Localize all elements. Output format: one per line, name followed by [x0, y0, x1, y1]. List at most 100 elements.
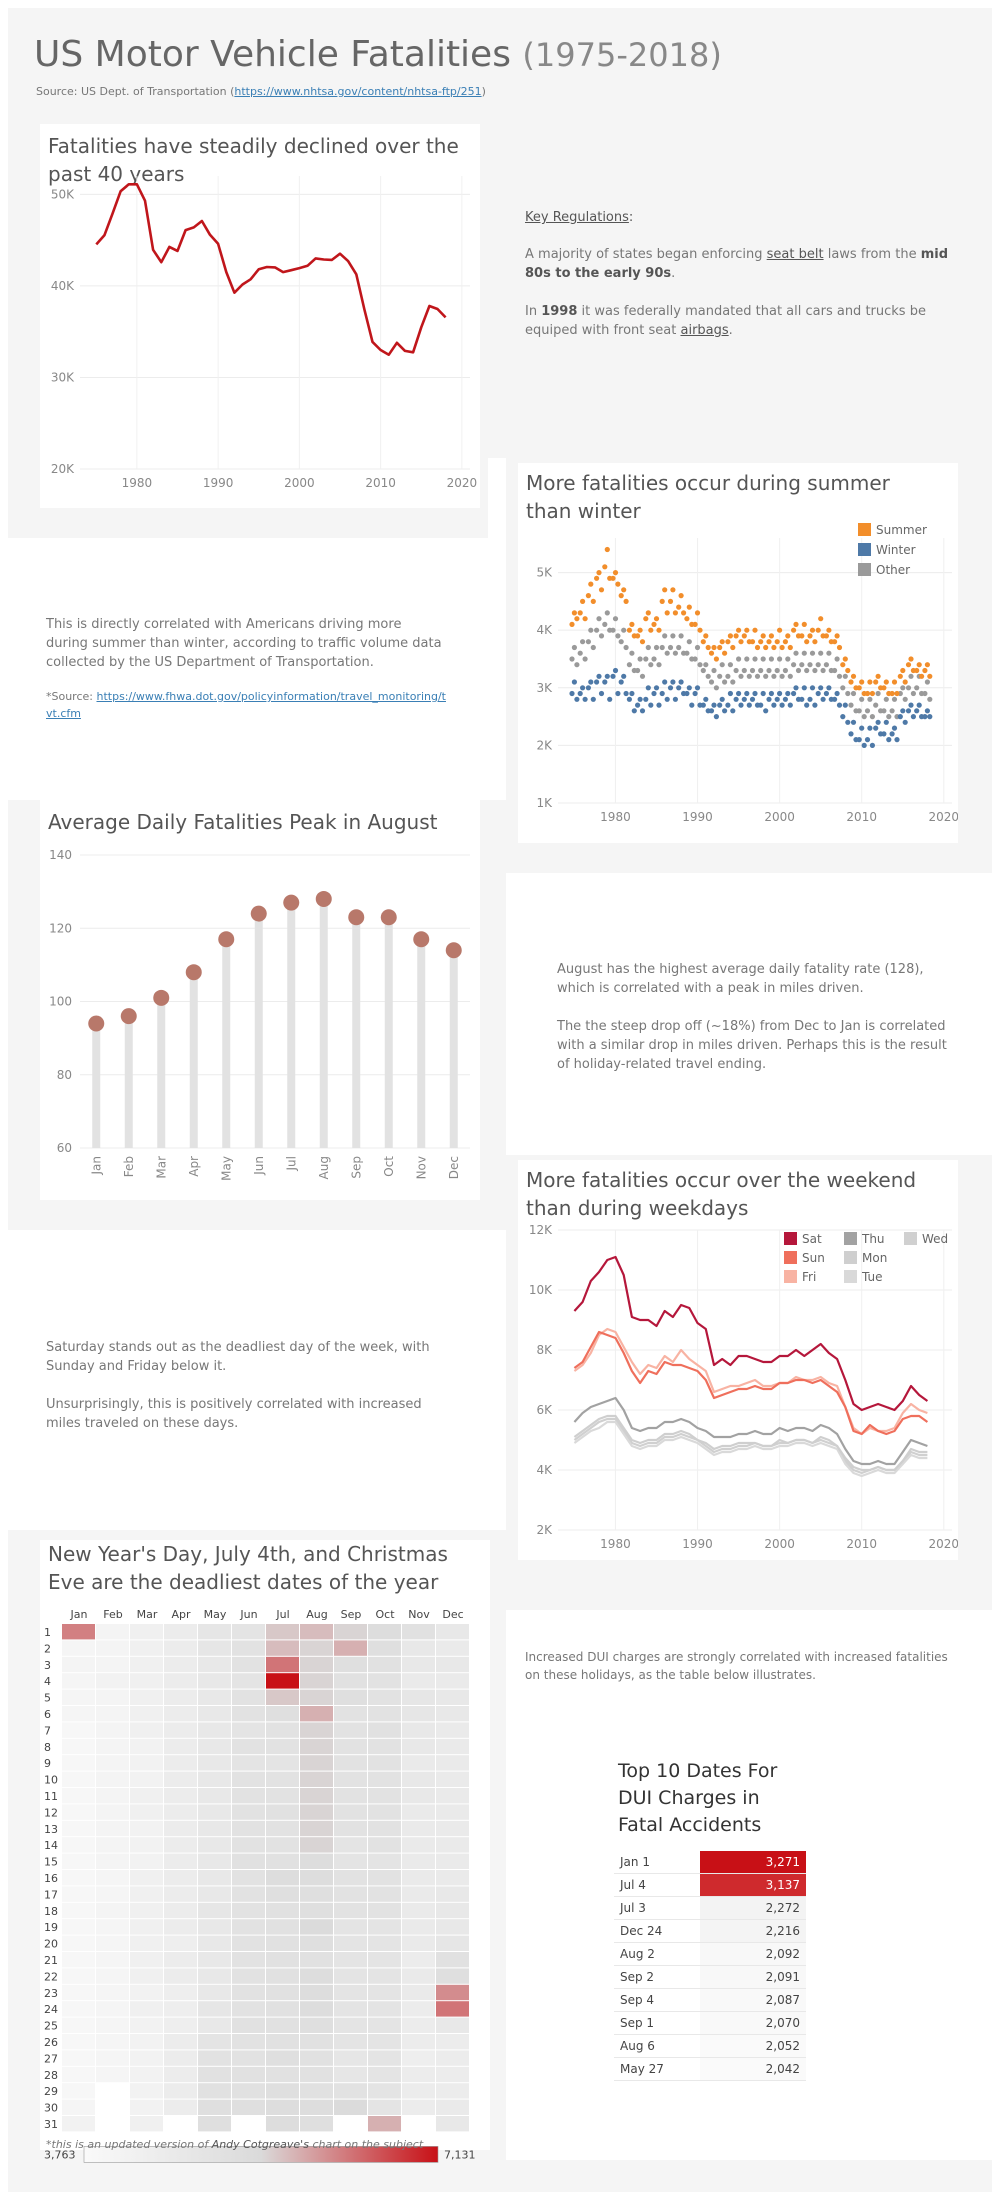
monthly-point-other — [598, 633, 605, 639]
heatmap-row-label: 21 — [44, 1954, 58, 1967]
monthly-xtick-label: 1980 — [600, 810, 631, 824]
heatmap-cell — [96, 1820, 129, 1837]
monthly-point-other — [604, 610, 610, 616]
heatmap-cell — [334, 2050, 367, 2066]
monthly-point-summer — [799, 633, 805, 639]
heatmap-cell — [266, 1870, 299, 1886]
monthly-point-summer — [686, 604, 692, 610]
monthly-point-other — [891, 696, 898, 702]
heatmap-cell — [368, 2116, 401, 2132]
heatmap-cell — [62, 1624, 95, 1640]
monthly-point-winter — [897, 714, 903, 720]
heatmap-cell — [436, 1886, 469, 1902]
monthly-point-winter — [836, 702, 843, 708]
monthly-point-other — [856, 708, 862, 714]
monthly-point-winter — [713, 714, 719, 720]
heatmap-cell — [436, 1673, 469, 1689]
monthly-point-summer — [659, 598, 665, 604]
heatmap-cell — [266, 1804, 299, 1820]
monthly-point-other — [725, 673, 731, 679]
heatmap-cell — [62, 1738, 95, 1755]
monthly-point-summer — [692, 621, 698, 627]
heatmap-row-label: 8 — [44, 1741, 51, 1754]
heatmap-row-label: 23 — [44, 1987, 58, 2000]
heatmap-cell — [62, 1952, 95, 1968]
monthly-point-other — [910, 690, 916, 697]
monthly-point-winter — [867, 725, 873, 731]
monthly-point-other — [842, 673, 848, 679]
monthly-point-winter — [582, 696, 588, 702]
monthly-point-summer — [875, 673, 881, 679]
daily-stem — [287, 902, 296, 1148]
monthly-point-summer — [883, 679, 889, 685]
monthly-point-summer — [637, 627, 643, 633]
monthly-point-summer — [787, 644, 793, 651]
source-link[interactable]: https://www.nhtsa.gov/content/nhtsa-ftp/… — [234, 85, 482, 98]
monthly-point-other — [664, 650, 670, 656]
heatmap-cell — [198, 2050, 231, 2066]
heatmap-cell — [232, 1788, 265, 1804]
heatmap-cell — [232, 1689, 265, 1705]
heatmap-cell — [198, 1935, 231, 1951]
dui-table-row: Aug 2 2,092 — [614, 1942, 806, 1966]
monthly-point-winter — [670, 679, 676, 685]
heatmap-cell — [232, 1673, 265, 1689]
heatmap-cell — [300, 1886, 333, 1902]
heatmap-cell — [436, 1624, 469, 1640]
weekday-legend-swatch-fri — [784, 1270, 797, 1283]
heatmap-cell — [334, 1755, 367, 1771]
monthly-point-summer — [804, 639, 810, 645]
monthly-point-summer — [771, 644, 777, 651]
heatmap-cell — [368, 1820, 401, 1837]
heatmap-cell — [334, 1804, 367, 1820]
heatmap-cell — [232, 1853, 265, 1869]
monthly-point-winter — [717, 702, 723, 708]
monthly-point-winter — [598, 690, 605, 697]
monthly-point-winter — [574, 696, 580, 702]
monthly-point-other — [927, 696, 933, 702]
monthly-point-other — [639, 673, 646, 679]
heatmap-cell — [62, 2034, 95, 2050]
monthly-point-summer — [703, 633, 709, 639]
annual-ytick-label: 50K — [51, 187, 75, 201]
daily-ytick-label: 140 — [49, 848, 72, 862]
monthly-point-winter — [864, 737, 871, 743]
monthly-point-winter — [845, 719, 851, 725]
heatmap-cell — [62, 2099, 95, 2115]
monthly-point-winter — [607, 696, 613, 702]
heatmap-cell — [402, 1804, 435, 1820]
heatmap-cell — [198, 1804, 231, 1820]
monthly-point-winter — [869, 742, 875, 748]
summer-source-link[interactable]: https://www.fhwa.dot.gov/policyinformati… — [46, 690, 446, 720]
heatmap-cell — [130, 1968, 163, 1984]
monthly-point-other — [840, 685, 846, 691]
monthly-point-winter — [782, 696, 788, 702]
dui-value-cell: 2,272 — [700, 1896, 806, 1920]
monthly-point-winter — [733, 696, 739, 702]
annual-chart-title: Fatalities have steadily declined over t… — [48, 134, 459, 186]
header-panel — [8, 8, 992, 118]
monthly-point-other — [708, 679, 715, 685]
monthly-point-summer — [867, 679, 873, 685]
monthly-point-other — [818, 650, 824, 656]
monthly-point-summer — [812, 639, 818, 645]
heatmap-cell — [300, 1837, 333, 1853]
heatmap-cell — [436, 2116, 469, 2132]
heatmap-cell — [266, 1722, 299, 1738]
heatmap-cell — [198, 1755, 231, 1771]
annual-chart: 20K 30K 40K 50K 1980 1990 2000 2010 2020 — [51, 176, 477, 490]
monthly-point-winter — [840, 714, 846, 720]
heatmap-column-label: Mar — [137, 1608, 158, 1621]
heatmap-cell — [334, 1837, 367, 1853]
source-prefix: Source: US Dept. of Transportation ( — [36, 85, 235, 98]
heatmap-cell — [130, 1722, 163, 1738]
heatmap-cell — [266, 1738, 299, 1755]
heatmap-cell — [436, 1935, 469, 1951]
monthly-point-summer — [766, 639, 772, 645]
monthly-point-winter — [779, 702, 785, 708]
monthly-point-summer — [859, 679, 865, 685]
heatmap-cell — [96, 2050, 129, 2066]
daily-stem — [254, 913, 263, 1148]
monthly-point-winter — [815, 690, 821, 697]
heatmap-cell — [232, 2116, 265, 2132]
